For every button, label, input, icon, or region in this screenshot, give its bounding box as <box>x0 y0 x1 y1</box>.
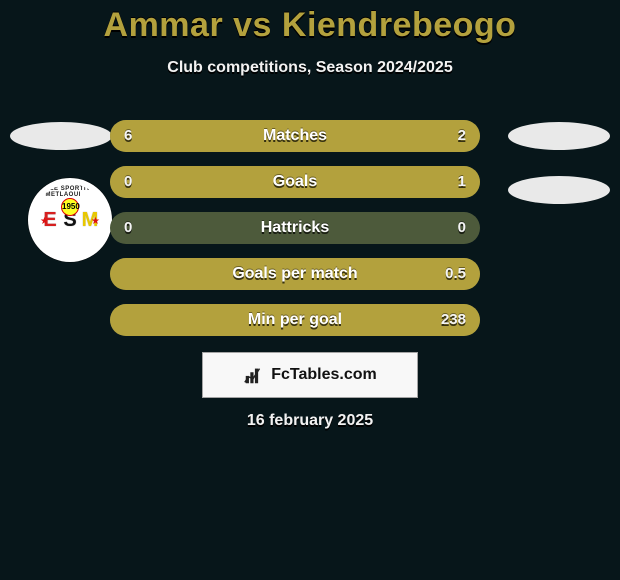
stat-row: 01Goals <box>110 166 480 198</box>
stat-label: Min per goal <box>110 304 480 336</box>
page-title: Ammar vs Kiendrebeogo <box>0 0 620 45</box>
badge-inner: ETOILE SPORTIVE DE METLAOUI 1950 ★ ★ E S… <box>34 184 106 256</box>
right-team-ellipse <box>508 176 610 204</box>
stat-label: Matches <box>110 120 480 152</box>
right-player-ellipse <box>508 122 610 150</box>
subtitle: Club competitions, Season 2024/2025 <box>0 59 620 77</box>
stat-row: 62Matches <box>110 120 480 152</box>
comparison-bars: 62Matches 01Goals 00Hattricks 0.5Goals per … <box>110 120 510 350</box>
stat-row: 238Min per goal <box>110 304 480 336</box>
stat-label: Goals per match <box>110 258 480 290</box>
stat-row: 00Hattricks <box>110 212 480 244</box>
watermark-text: FcTables.com <box>271 366 377 384</box>
badge-year: 1950 <box>61 198 79 216</box>
snapshot-date: 16 february 2025 <box>0 412 620 430</box>
left-player-ellipse <box>10 122 112 150</box>
bar-chart-icon <box>243 364 265 386</box>
stat-row: 0.5Goals per match <box>110 258 480 290</box>
stat-label: Hattricks <box>110 212 480 244</box>
watermark-box: FcTables.com <box>202 352 418 398</box>
star-icon: ★ <box>40 216 49 227</box>
left-team-badge: ETOILE SPORTIVE DE METLAOUI 1950 ★ ★ E S… <box>28 178 112 262</box>
stat-label: Goals <box>110 166 480 198</box>
badge-arc-text: ETOILE SPORTIVE DE METLAOUI <box>34 186 106 198</box>
star-icon: ★ <box>91 216 100 227</box>
